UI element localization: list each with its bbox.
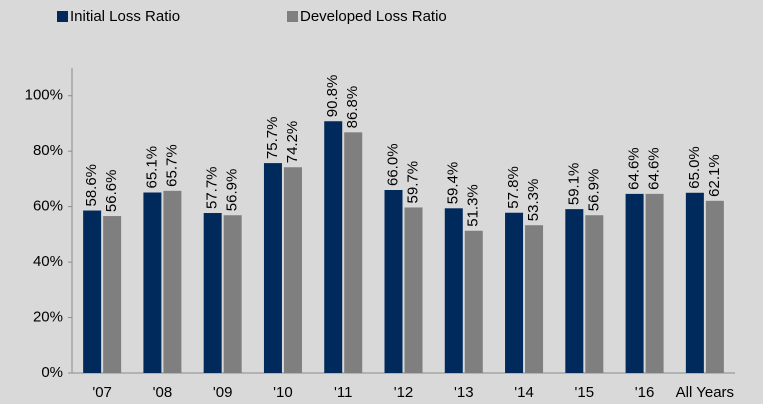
- legend-swatch: [287, 11, 298, 22]
- x-tick-label: All Years: [676, 384, 734, 401]
- value-label: 64.6%: [626, 147, 643, 190]
- x-tick-label: '13: [454, 384, 474, 401]
- bar: [143, 192, 162, 373]
- bar: [263, 163, 282, 373]
- x-tick-label: '12: [394, 384, 414, 401]
- x-tick-label: '14: [514, 384, 534, 401]
- bar: [525, 225, 544, 373]
- bar: [83, 210, 102, 373]
- bar: [464, 230, 483, 373]
- x-tick-label: '09: [213, 384, 233, 401]
- value-label: 57.8%: [505, 166, 522, 209]
- bar: [103, 216, 122, 373]
- value-label: 53.3%: [525, 179, 542, 222]
- bar: [163, 190, 182, 373]
- value-label: 59.7%: [404, 161, 421, 204]
- value-label: 62.1%: [706, 154, 723, 197]
- bar: [505, 212, 524, 373]
- bar: [645, 193, 664, 373]
- x-tick-label: '08: [153, 384, 173, 401]
- y-tick-label: 20%: [33, 309, 63, 326]
- value-label: 58.6%: [83, 164, 100, 207]
- bar: [565, 209, 584, 373]
- value-label: 51.3%: [465, 184, 482, 227]
- value-label: 56.9%: [224, 169, 241, 212]
- x-tick-label: '15: [575, 384, 595, 401]
- bar: [705, 200, 724, 373]
- value-label: 59.1%: [565, 163, 582, 206]
- bar: [324, 121, 343, 374]
- x-tick-label: '11: [334, 384, 352, 401]
- y-tick-label: 0%: [41, 364, 63, 381]
- legend-swatch: [57, 11, 68, 22]
- legend-label: Developed Loss Ratio: [300, 8, 447, 25]
- value-label: 59.4%: [445, 162, 462, 205]
- value-label: 57.7%: [204, 166, 221, 209]
- value-label: 64.6%: [646, 147, 663, 190]
- value-label: 65.7%: [163, 144, 180, 187]
- value-label: 56.9%: [585, 169, 602, 212]
- value-label: 65.0%: [686, 146, 703, 189]
- bar: [404, 207, 423, 373]
- x-tick-label: '10: [273, 384, 293, 401]
- bar: [685, 192, 704, 373]
- bar: [283, 167, 302, 373]
- bar: [585, 215, 604, 373]
- y-tick-label: 40%: [33, 253, 63, 270]
- bar: [203, 213, 222, 373]
- bar: [384, 190, 403, 373]
- legend-label: Initial Loss Ratio: [70, 8, 180, 25]
- value-label: 66.0%: [384, 143, 401, 186]
- y-tick-label: 100%: [25, 87, 63, 104]
- value-label: 74.2%: [284, 121, 301, 164]
- bar: [344, 132, 363, 373]
- value-label: 86.8%: [344, 86, 361, 129]
- value-label: 90.8%: [324, 75, 341, 118]
- bar: [625, 193, 644, 373]
- y-tick-label: 80%: [33, 142, 63, 159]
- value-label: 75.7%: [264, 117, 281, 160]
- x-tick-label: '16: [635, 384, 655, 401]
- bar: [223, 215, 242, 373]
- y-tick-label: 60%: [33, 198, 63, 215]
- value-label: 65.1%: [143, 146, 160, 189]
- bar: [444, 208, 463, 373]
- value-label: 56.6%: [103, 170, 120, 213]
- x-tick-label: '07: [92, 384, 112, 401]
